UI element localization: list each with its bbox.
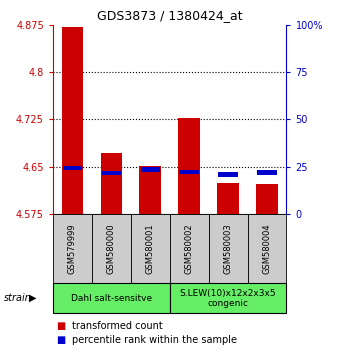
Bar [257,170,277,175]
Bar [140,167,160,172]
Text: transformed count: transformed count [72,321,162,331]
Bar [102,171,121,175]
Bar [218,172,238,177]
Bar [217,183,239,214]
Bar [63,166,82,170]
Text: strain: strain [3,293,31,303]
Text: Dahl salt-sensitve: Dahl salt-sensitve [71,294,152,303]
Title: GDS3873 / 1380424_at: GDS3873 / 1380424_at [97,9,242,22]
Text: percentile rank within the sample: percentile rank within the sample [72,335,237,345]
Text: GSM579999: GSM579999 [68,223,77,274]
Bar [179,170,199,174]
Bar [101,153,122,214]
Bar [139,166,161,214]
Text: GSM580001: GSM580001 [146,223,155,274]
Bar [62,27,83,214]
Text: GSM580004: GSM580004 [263,223,271,274]
Bar [178,118,200,214]
Bar [256,184,278,214]
Text: GSM580003: GSM580003 [224,223,233,274]
Text: ▶: ▶ [29,293,36,303]
Text: GSM580002: GSM580002 [184,223,194,274]
Text: ■: ■ [56,335,65,345]
Text: ■: ■ [56,321,65,331]
Text: GSM580000: GSM580000 [107,223,116,274]
Text: S.LEW(10)x12x2x3x5
congenic: S.LEW(10)x12x2x3x5 congenic [180,289,276,308]
